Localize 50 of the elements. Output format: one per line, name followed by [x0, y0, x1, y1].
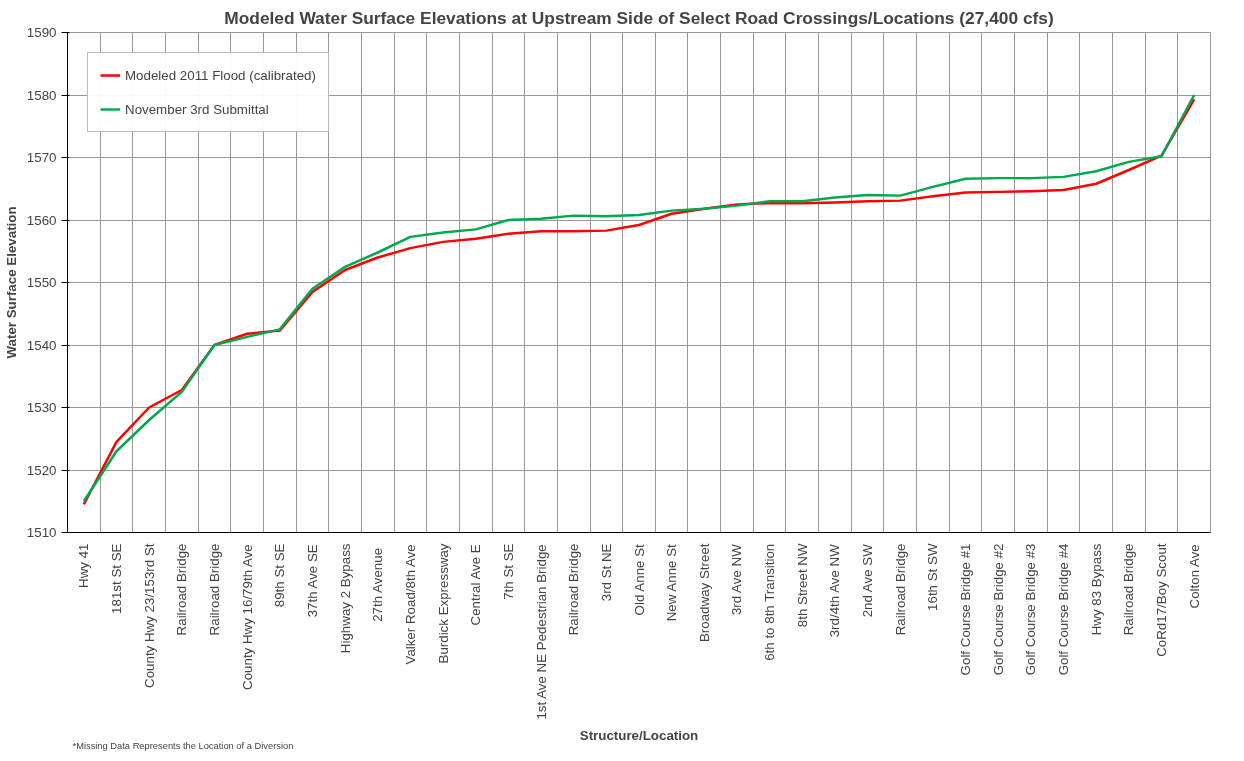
x-tick-label: Railroad Bridge [174, 543, 190, 636]
x-tick-label: 2nd Ave SW [860, 543, 876, 618]
legend-label: Modeled 2011 Flood (calibrated) [125, 67, 316, 83]
x-tick-label: 181st St SE [108, 543, 124, 614]
text: *Missing Data Represents the Location of a Diversion [72, 740, 294, 751]
y-tick-label: 1510 [26, 525, 57, 540]
y-axis-title: Water Surface Elevation [3, 206, 19, 359]
y-tick-label: 1530 [26, 400, 57, 415]
x-tick-label: 8th Street NW [794, 543, 810, 628]
y-tick-label: 1540 [26, 337, 57, 353]
x-tick-label: Golf Course Bridge #2 [990, 543, 1006, 676]
x-tick-label: Central Ave E [468, 544, 484, 626]
x-tick-label: Old Anne St [631, 543, 647, 616]
x-tick-label: Colton Ave [1186, 544, 1202, 609]
y-tick-label: 1560 [26, 212, 57, 228]
x-tick-label: Railroad Bridge [892, 543, 908, 636]
x-tick-label: Golf Course Bridge #3 [1023, 543, 1039, 676]
x-axis-title: Structure/Location [579, 727, 699, 743]
y-tick-label: 1550 [26, 275, 57, 290]
chart-title: Modeled Water Surface Elevations at Upstream Side of Select Road Crossings/Locations (27,400 cfs) [224, 7, 1054, 28]
x-tick-label: Railroad Bridge [566, 543, 582, 636]
x-tick-label: Broadway Street [696, 543, 712, 643]
x-tick-label: Burdick Expressway [435, 543, 451, 664]
y-tick-label: 1580 [26, 87, 57, 103]
x-tick-label: 3rd St NE [598, 543, 614, 602]
y-tick-label: 1520 [26, 462, 57, 478]
y-tick-label: 1590 [26, 25, 57, 40]
x-tick-label: 7th St SE [500, 543, 516, 600]
x-tick-label: Highway 2 Bypass [337, 543, 353, 654]
x-tick-label: Golf Course Bridge #4 [1056, 542, 1072, 676]
x-tick-label: Valker Road/8th Ave [402, 544, 418, 665]
x-tick-label: New Anne St [664, 543, 680, 622]
x-tick-label: CoRd17/Boy Scout [1154, 543, 1170, 657]
x-tick-label: County Hwy 16/79th Ave [239, 544, 255, 690]
x-tick-label: 27th Avenue [370, 547, 386, 622]
x-tick-label: County Hwy 23/153rd St [141, 543, 157, 688]
x-tick-label: Railroad Bridge [206, 543, 222, 636]
x-tick-label: 6th to 8th Transition [762, 543, 778, 661]
x-tick-label: Golf Course Bridge #1 [958, 543, 974, 676]
y-tick-label: 1570 [26, 150, 57, 165]
x-tick-label: 1st Ave NE Pedestrian Bridge [533, 544, 549, 720]
x-tick-label: 89th St SE [272, 543, 288, 608]
x-tick-label: 16th St SW [925, 543, 941, 611]
x-tick-label: Railroad Bridge [1121, 543, 1137, 636]
x-tick-label: Hwy 41 [76, 543, 92, 588]
x-tick-label: Hwy 83 Bypass [1088, 543, 1104, 636]
legend-label: November 3rd Submittal [125, 101, 269, 117]
x-tick-label: 37th Ave SE [304, 544, 320, 618]
x-tick-label: 3rd/4th Ave NW [827, 543, 843, 638]
x-tick-label: 3rd Ave NW [729, 543, 745, 616]
